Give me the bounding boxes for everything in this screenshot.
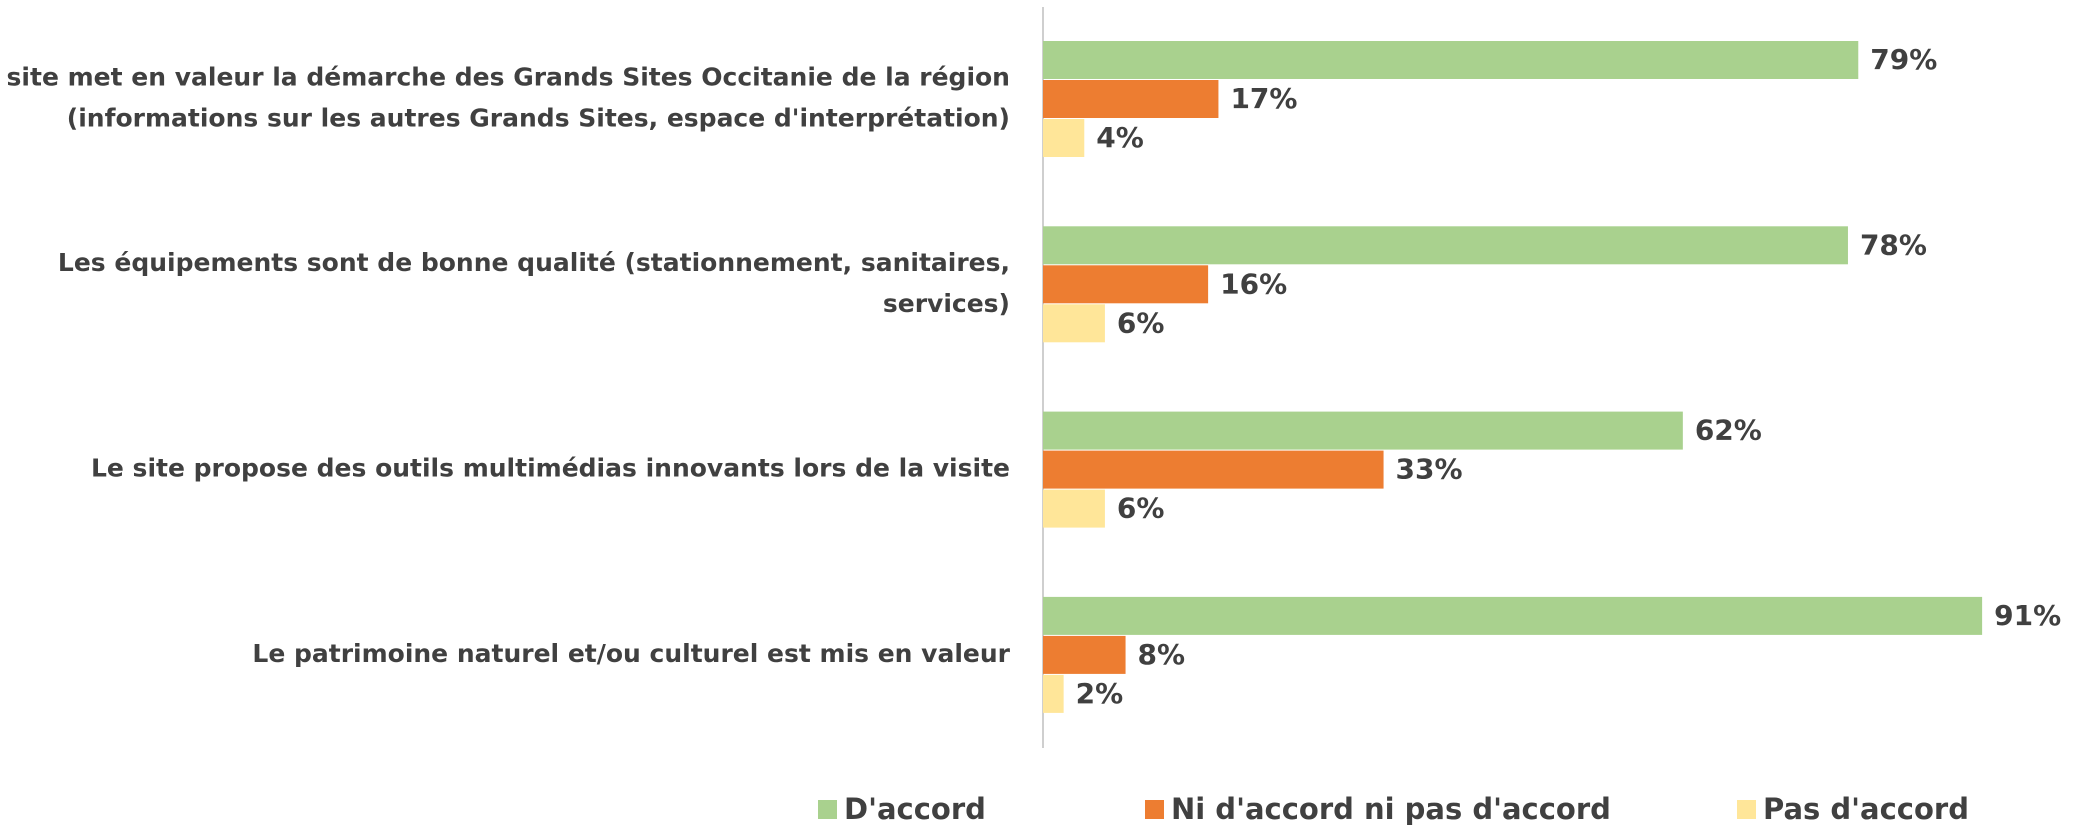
bar bbox=[1043, 41, 1859, 79]
bar bbox=[1043, 596, 1983, 635]
category-label: Le site met en valeur la démarche des Gr… bbox=[0, 63, 1010, 92]
bar bbox=[1043, 119, 1085, 157]
bar bbox=[1043, 226, 1848, 265]
value-label: 33% bbox=[1396, 453, 1463, 486]
category-label: (informations sur les autres Grands Site… bbox=[67, 104, 1010, 133]
bar bbox=[1043, 304, 1105, 343]
legend-swatch bbox=[1145, 800, 1164, 819]
category-label: Les équipements sont de bonne qualité (s… bbox=[58, 248, 1010, 277]
value-label: 78% bbox=[1860, 228, 1927, 261]
legend-label: D'accord bbox=[844, 792, 986, 826]
bar bbox=[1043, 450, 1384, 489]
bar bbox=[1043, 635, 1126, 674]
category-label: Le patrimoine naturel et/ou culturel est… bbox=[252, 639, 1010, 668]
bar bbox=[1043, 489, 1105, 528]
category-label: Le site propose des outils multimédias i… bbox=[91, 454, 1010, 483]
category-label: services) bbox=[883, 289, 1010, 318]
bar bbox=[1043, 411, 1683, 450]
bar bbox=[1043, 674, 1064, 713]
value-label: 17% bbox=[1230, 82, 1297, 115]
value-label: 79% bbox=[1870, 43, 1937, 76]
value-label: 16% bbox=[1220, 267, 1287, 300]
value-label: 4% bbox=[1096, 121, 1144, 154]
value-label: 2% bbox=[1076, 677, 1124, 710]
value-label: 91% bbox=[1994, 599, 2061, 632]
bar bbox=[1043, 80, 1219, 118]
legend-label: Ni d'accord ni pas d'accord bbox=[1171, 792, 1611, 826]
value-label: 62% bbox=[1695, 414, 1762, 447]
value-label: 8% bbox=[1138, 638, 1186, 671]
legend-swatch bbox=[818, 800, 837, 819]
value-label: 6% bbox=[1117, 492, 1165, 525]
legend-label: Pas d'accord bbox=[1763, 792, 1969, 826]
value-label: 6% bbox=[1117, 306, 1165, 339]
legend-swatch bbox=[1737, 800, 1756, 819]
bar bbox=[1043, 265, 1209, 304]
